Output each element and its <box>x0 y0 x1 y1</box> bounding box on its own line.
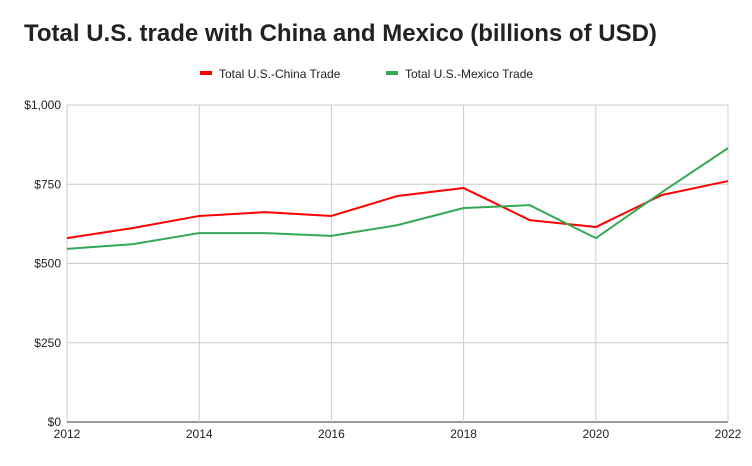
legend-label: Total U.S.-China Trade <box>219 67 341 81</box>
x-tick-label: 2014 <box>186 427 213 441</box>
y-tick-label: $750 <box>34 177 61 191</box>
series-line-mexico <box>66 147 729 250</box>
chart-title: Total U.S. trade with China and Mexico (… <box>24 20 657 47</box>
y-tick-label: $500 <box>34 257 61 271</box>
y-tick-label: $1,000 <box>24 98 61 112</box>
x-tick-label: 2022 <box>715 427 742 441</box>
legend-label: Total U.S.-Mexico Trade <box>405 67 533 81</box>
y-tick-label: $250 <box>34 336 61 350</box>
series-line-china <box>66 180 729 240</box>
x-tick-label: 2020 <box>582 427 609 441</box>
legend-swatch <box>386 71 398 75</box>
y-tick-label: $0 <box>48 415 62 429</box>
x-tick-label: 2018 <box>450 427 477 441</box>
x-tick-label: 2012 <box>54 427 81 441</box>
legend-swatch <box>200 71 212 75</box>
x-tick-label: 2016 <box>318 427 345 441</box>
